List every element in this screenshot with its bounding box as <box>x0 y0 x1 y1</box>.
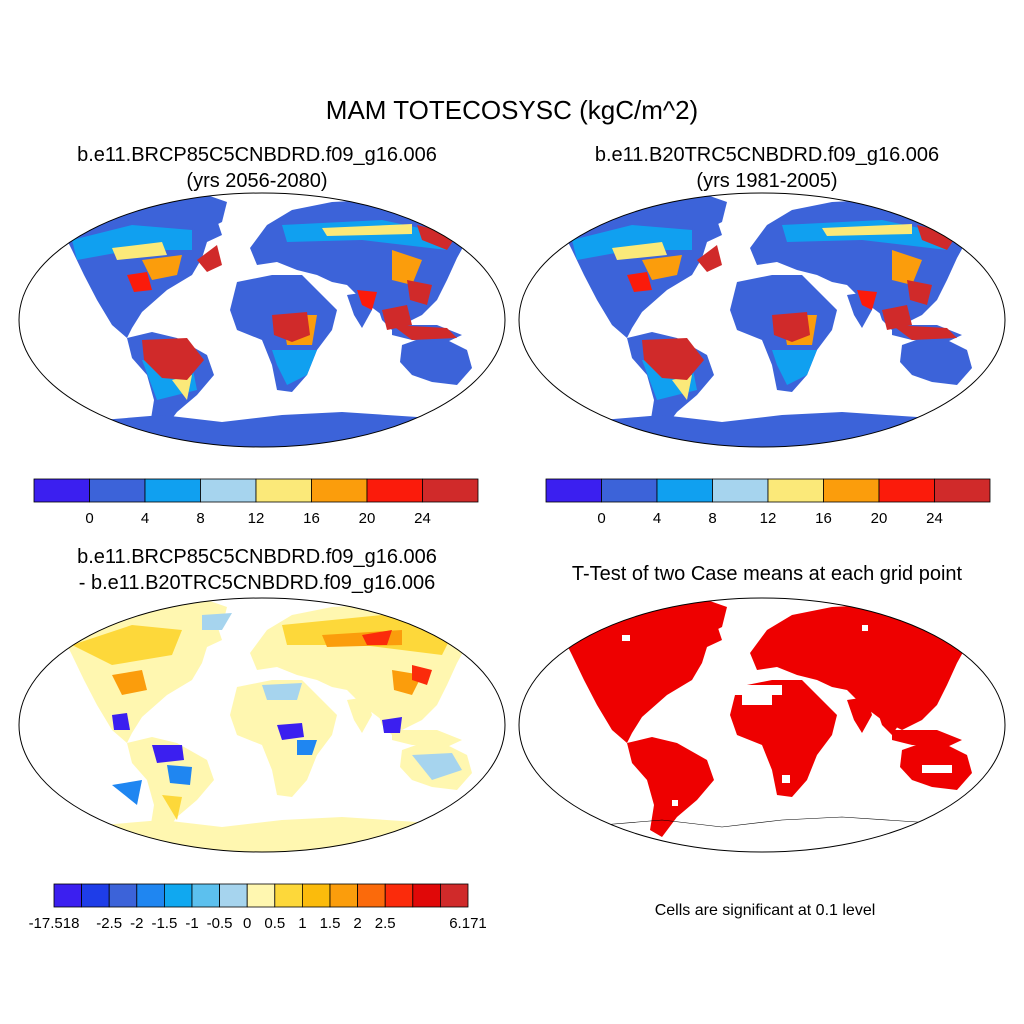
colorbar-swatch <box>934 478 991 503</box>
map-diff <box>18 597 506 853</box>
colorbar-tick-label: 8 <box>708 510 716 527</box>
colorbar-tick-label: 2.5 <box>375 915 396 932</box>
map-case2 <box>518 192 1006 448</box>
panel-case2-title-line1: b.e11.B20TRC5CNBDRD.f09_g16.006 <box>595 144 939 166</box>
colorbar-swatch <box>601 478 658 503</box>
colorbar-swatch <box>274 883 303 908</box>
colorbar-swatch <box>53 883 83 908</box>
colorbar-swatch <box>89 478 146 503</box>
colorbar-swatch <box>878 478 935 503</box>
colorbar-tick-label: 12 <box>248 510 265 527</box>
colorbar-swatch <box>191 883 221 908</box>
colorbar-swatch <box>108 883 138 908</box>
colorbar-tick-label: 1 <box>298 915 306 932</box>
colorbar-swatch <box>144 478 201 503</box>
colorbar-tick-label: 2 <box>353 915 361 932</box>
colorbar-tick-label: 0 <box>85 510 93 527</box>
panel-case2-title-line2: (yrs 1981-2005) <box>696 170 837 192</box>
colorbar-tick-label: 0.5 <box>264 915 285 932</box>
colorbar-tick-label: 20 <box>359 510 376 527</box>
colorbar-swatch <box>200 478 257 503</box>
colorbar-tick-label: 1.5 <box>320 915 341 932</box>
colorbar-swatch <box>357 883 386 908</box>
map-case1 <box>18 192 506 448</box>
colorbar-swatch <box>136 883 165 908</box>
colorbar-swatch <box>712 478 769 503</box>
colorbar-swatch <box>255 478 312 503</box>
colorbar-tick-label: 8 <box>196 510 204 527</box>
colorbar-swatch <box>545 478 602 503</box>
colorbar-swatch <box>656 478 713 503</box>
colorbar-tick-label: 0 <box>243 915 251 932</box>
colorbar-swatch <box>301 883 331 908</box>
colorbar-swatch <box>246 883 276 908</box>
colorbar-case2: 0 4 8 12 16 20 24 <box>545 478 991 527</box>
colorbar-tick-label: -2.5 <box>96 915 122 932</box>
colorbar-swatch <box>81 883 110 908</box>
colorbar-tick-label: 16 <box>815 510 832 527</box>
panel-case1-title-line2: (yrs 2056-2080) <box>186 170 327 192</box>
colorbar-swatch <box>422 478 479 503</box>
panel-diff-title-line2: - b.e11.B20TRC5CNBDRD.f09_g16.006 <box>79 572 435 594</box>
colorbar-tick-label: -1.5 <box>151 915 177 932</box>
colorbar-tick-label: -2 <box>130 915 143 932</box>
colorbar-tick-label: 24 <box>414 510 431 527</box>
colorbar-tick-label: -0.5 <box>207 915 233 932</box>
colorbar-tick-label: 4 <box>141 510 149 527</box>
colorbar-tick-label: 4 <box>653 510 661 527</box>
colorbar-swatch <box>439 883 469 908</box>
colorbar-tick-label: 0 <box>597 510 605 527</box>
figure-title: MAM TOTECOSYSC (kgC/m^2) <box>326 95 698 125</box>
colorbar-tick-label: -1 <box>185 915 198 932</box>
colorbar-tick-label: 20 <box>871 510 888 527</box>
colorbar-swatch <box>366 478 423 503</box>
map-ttest <box>518 597 1006 853</box>
colorbar-swatch <box>219 883 248 908</box>
panel-ttest-title: T-Test of two Case means at each grid po… <box>572 563 963 585</box>
colorbar-tick-label: 6.171 <box>449 915 487 932</box>
colorbar-tick-label: -17.518 <box>29 915 80 932</box>
panel-diff: b.e11.BRCP85C5CNBDRD.f09_g16.006 - b.e11… <box>18 546 506 853</box>
colorbar-swatch <box>329 883 359 908</box>
colorbar-diff: -17.518 -2.5 -2 -1.5 -1 -0.5 0 0.5 1 1.5 2 2.5 6.171 <box>29 883 487 932</box>
ttest-note: Cells are significant at 0.1 level <box>655 902 876 919</box>
colorbar-swatch <box>384 883 414 908</box>
colorbar-tick-label: 24 <box>926 510 943 527</box>
colorbar-tick-label: 16 <box>303 510 320 527</box>
colorbar-swatch <box>412 883 441 908</box>
colorbar-swatch <box>33 478 90 503</box>
colorbar-swatch <box>823 478 880 503</box>
colorbar-tick-label: 12 <box>760 510 777 527</box>
colorbar-case1: 0 4 8 12 16 20 24 <box>33 478 479 527</box>
panel-diff-title-line1: b.e11.BRCP85C5CNBDRD.f09_g16.006 <box>77 546 437 568</box>
panel-ttest: T-Test of two Case means at each grid po… <box>518 563 1006 919</box>
colorbar-swatch <box>163 883 193 908</box>
colorbar-swatch <box>311 478 368 503</box>
panel-case1: b.e11.BRCP85C5CNBDRD.f09_g16.006 (yrs 20… <box>18 144 506 448</box>
panel-case2: b.e11.B20TRC5CNBDRD.f09_g16.006 (yrs 198… <box>518 144 1006 448</box>
panel-case1-title-line1: b.e11.BRCP85C5CNBDRD.f09_g16.006 <box>77 144 437 166</box>
colorbar-swatch <box>767 478 824 503</box>
